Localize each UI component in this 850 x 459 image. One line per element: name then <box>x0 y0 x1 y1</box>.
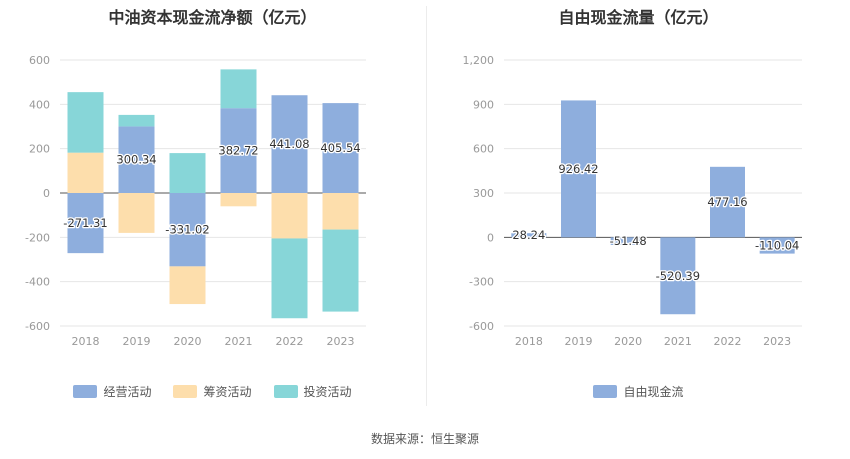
bar-2018-series-0[interactable] <box>67 193 104 254</box>
y-tick-label: 900 <box>473 98 494 111</box>
y-tick-label: 1,200 <box>463 54 495 67</box>
cash-flow-chart-panel: 中油资本现金流净额（亿元） 600 400 200 0 -200 -400 -600 2018… <box>0 0 425 420</box>
chart-title-free-cash-flow: 自由现金流量（亿元） <box>558 8 719 27</box>
y-tick-label: -200 <box>25 231 50 244</box>
cash-flow-legend: 经营活动 筹资活动 投资活动 <box>0 383 425 400</box>
bar-2023-series-2[interactable] <box>322 229 359 312</box>
legend-swatch-investing <box>273 385 298 398</box>
y-tick-label: -600 <box>469 320 494 333</box>
data-label: -331.02 <box>165 223 209 237</box>
data-label: -520.39 <box>656 269 700 283</box>
free-cash-flow-chart-panel: 自由现金流量（亿元） 1,200 900 600 300 0 -300 -600 2018 20… <box>427 0 850 420</box>
bar-2021-series-1[interactable] <box>220 193 257 207</box>
bar-2022-series-2[interactable] <box>271 238 308 319</box>
bar-2019-series-0[interactable] <box>561 100 596 238</box>
data-label: 441.08 <box>269 137 309 151</box>
data-label: 477.16 <box>707 195 747 209</box>
x-tick-label: 2023 <box>763 335 791 348</box>
bar-2021-series-0[interactable] <box>220 108 257 193</box>
bar-2022-series-1[interactable] <box>271 193 308 239</box>
bar-2022-series-0[interactable] <box>271 95 308 193</box>
bar-2023-series-0[interactable] <box>759 237 795 254</box>
bar-2020-series-0[interactable] <box>610 237 646 245</box>
bar-2018-series-0[interactable] <box>511 233 547 238</box>
legend-swatch-operating <box>73 385 98 398</box>
legend-label-investing: 投资活动 <box>303 385 352 399</box>
data-label: -271.31 <box>63 216 107 230</box>
data-label: -51.48 <box>610 234 647 248</box>
x-tick-label: 2021 <box>664 335 692 348</box>
bar-2023-series-1[interactable] <box>322 193 359 230</box>
legend-swatch-financing <box>173 385 198 398</box>
y-tick-label: -400 <box>25 276 50 289</box>
bar-2023-series-0[interactable] <box>322 103 359 193</box>
data-source-note: 数据来源：恒生聚源 <box>370 432 479 446</box>
x-tick-label: 2020 <box>174 335 202 348</box>
data-label: 382.72 <box>218 144 258 158</box>
data-label: 300.34 <box>116 153 156 167</box>
cash-flow-bar-chart: 600 400 200 0 -200 -400 -600 2018 2019 2020 2021 20… <box>25 54 366 348</box>
bar-2021-series-2[interactable] <box>220 69 257 109</box>
bar-2020-series-1[interactable] <box>169 266 206 305</box>
x-tick-label: 2022 <box>714 335 742 348</box>
bar-2019-series-2[interactable] <box>118 114 155 127</box>
bar-2018-series-1[interactable] <box>67 152 104 193</box>
x-tick-label: 2022 <box>276 335 304 348</box>
y-tick-label: 300 <box>473 187 494 200</box>
x-tick-label: 2023 <box>327 335 355 348</box>
x-tick-label: 2021 <box>225 335 253 348</box>
free-cash-flow-bar-chart: 1,200 900 600 300 0 -300 -600 2018 2019 2020 2021 2… <box>463 54 802 348</box>
legend-label-operating: 经营活动 <box>103 385 152 399</box>
data-label: -110.04 <box>755 238 799 252</box>
bar-2018-series-2[interactable] <box>67 92 104 153</box>
bar-2020-series-2[interactable] <box>169 153 206 193</box>
data-label: 405.54 <box>320 141 360 155</box>
chart-title-cash-flow: 中油资本现金流净额（亿元） <box>108 8 317 27</box>
bar-2020-series-0[interactable] <box>169 193 206 267</box>
data-label: 28.24 <box>512 228 545 242</box>
x-tick-label: 2019 <box>565 335 593 348</box>
legend-item-operating[interactable]: 经营活动 <box>73 383 151 400</box>
legend-label-financing: 筹资活动 <box>203 385 252 399</box>
y-tick-label: 400 <box>29 98 50 111</box>
x-tick-label: 2019 <box>123 335 151 348</box>
x-tick-label: 2018 <box>515 335 543 348</box>
y-tick-label: 0 <box>487 231 494 244</box>
legend-swatch-free-cash-flow <box>593 385 618 398</box>
panel-divider <box>426 6 427 406</box>
bar-2021-series-0[interactable] <box>660 237 696 315</box>
bar-2019-series-1[interactable] <box>118 193 155 233</box>
bar-2022-series-0[interactable] <box>710 166 745 238</box>
y-tick-label: -300 <box>469 276 494 289</box>
legend-label-free-cash-flow: 自由现金流 <box>623 385 684 399</box>
legend-item-free-cash-flow[interactable]: 自由现金流 <box>593 383 684 400</box>
free-cash-flow-legend: 自由现金流 <box>427 383 850 400</box>
y-tick-label: -600 <box>25 320 50 333</box>
bar-2019-series-0[interactable] <box>118 126 155 193</box>
y-tick-label: 200 <box>29 143 50 156</box>
legend-item-investing[interactable]: 投资活动 <box>273 383 352 400</box>
x-tick-label: 2018 <box>72 335 100 348</box>
y-tick-label: 600 <box>473 143 494 156</box>
y-tick-label: 600 <box>29 54 50 67</box>
y-tick-label: 0 <box>43 187 50 200</box>
legend-item-financing[interactable]: 筹资活动 <box>173 383 252 400</box>
data-label: 926.42 <box>558 162 598 176</box>
x-tick-label: 2020 <box>614 335 642 348</box>
